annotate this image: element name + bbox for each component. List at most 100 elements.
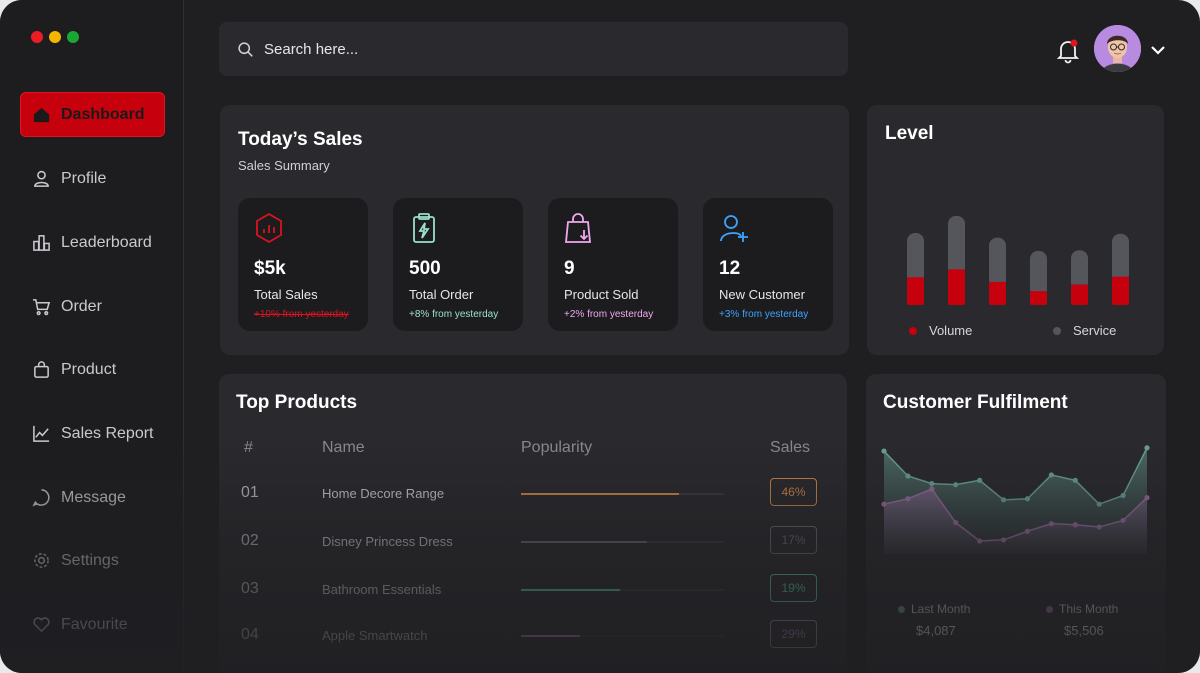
sidebar-item-profile[interactable]: Profile <box>20 156 165 201</box>
stat-label: Total Sales <box>254 287 318 302</box>
bar-chart-icon <box>33 235 50 251</box>
sales-badge: 29% <box>770 620 817 648</box>
chevron-down-icon[interactable] <box>1150 44 1166 56</box>
user-plus-icon <box>720 215 748 242</box>
point-last-month-3 <box>929 480 935 487</box>
level-title: Level <box>885 123 934 144</box>
point-this-month-1 <box>881 501 887 507</box>
bar-volume-3 <box>989 281 1006 305</box>
sidebar-item-sales-report[interactable]: Sales Report <box>20 411 165 456</box>
popularity-fill <box>521 589 621 591</box>
point-this-month-5 <box>977 538 983 544</box>
bar-service-5 <box>1071 250 1088 291</box>
table-row[interactable]: 04 Apple Smartwatch 29% <box>219 616 847 656</box>
row-index: 03 <box>241 580 259 597</box>
top-products-card: Top Products # Name Popularity Sales 01 … <box>219 374 847 673</box>
bar-volume-5 <box>1071 284 1088 305</box>
stat-value: 500 <box>409 258 441 279</box>
point-this-month-7 <box>1024 528 1031 534</box>
bar-service-4 <box>1030 250 1047 298</box>
popularity-fill <box>521 541 647 543</box>
sidebar-item-order[interactable]: Order <box>20 284 165 329</box>
sales-badge: 46% <box>770 478 817 506</box>
sales-badge: 19% <box>770 574 817 602</box>
home-icon <box>33 107 50 123</box>
legend-swatch-last-month <box>898 605 905 613</box>
sidebar-item-message[interactable]: Message <box>20 475 165 520</box>
close-control[interactable] <box>31 31 43 43</box>
sidebar-item-settings[interactable]: Settings <box>20 538 165 583</box>
sidebar-item-label: Sales Report <box>61 424 154 442</box>
row-name: Bathroom Essentials <box>322 582 442 597</box>
sidebar-item-label: Product <box>61 360 117 378</box>
clipboard-bolt-icon <box>413 213 435 243</box>
point-this-month-8 <box>1048 521 1054 527</box>
sidebar-item-dashboard[interactable]: Dashboard <box>20 92 165 137</box>
sidebar-item-label: Settings <box>61 551 119 569</box>
stat-card-new-customer[interactable]: 12 New Customer +3% from yesterday <box>703 198 833 331</box>
legend-label: Last Month <box>911 602 971 616</box>
point-last-month-6 <box>1000 497 1007 503</box>
point-last-month-7 <box>1024 496 1031 502</box>
point-this-month-9 <box>1072 522 1078 528</box>
table-row[interactable]: 02 Disney Princess Dress 17% <box>219 522 847 562</box>
sidebar-item-favourite[interactable]: Favourite <box>20 602 165 647</box>
bar-service-2 <box>948 215 965 276</box>
notification-dot <box>1070 39 1078 47</box>
sidebar: Dashboard Profile Leaderboard Order Prod… <box>0 0 184 673</box>
stat-change: +10% from yesterday <box>254 309 349 320</box>
sidebar-item-label: Message <box>61 488 126 506</box>
stat-label: New Customer <box>719 287 805 302</box>
stat-change: +8% from yesterday <box>409 309 499 320</box>
search-input[interactable] <box>264 40 824 58</box>
table-row[interactable]: 03 Bathroom Essentials 19% <box>219 570 847 610</box>
table-row[interactable]: 01 Home Decore Range 46% <box>219 474 847 514</box>
row-name: Disney Princess Dress <box>322 534 453 549</box>
sidebar-item-product[interactable]: Product <box>20 347 165 392</box>
column-header-popularity: Popularity <box>521 439 593 456</box>
bar-service-6 <box>1112 233 1129 283</box>
avatar[interactable] <box>1094 25 1141 72</box>
popularity-fill <box>521 635 580 637</box>
bar-volume-4 <box>1030 291 1047 305</box>
sales-badge: 17% <box>770 526 817 554</box>
popularity-fill <box>521 493 680 495</box>
point-this-month-10 <box>1096 524 1102 530</box>
row-index: 02 <box>241 532 259 549</box>
avatar-image <box>1094 25 1141 72</box>
legend-label: Volume <box>929 323 973 338</box>
cart-icon <box>32 299 51 316</box>
stat-card-total-order[interactable]: 500 Total Order +8% from yesterday <box>393 198 523 331</box>
point-last-month-11 <box>1120 492 1126 499</box>
bell-icon[interactable] <box>1056 38 1080 64</box>
point-last-month-4 <box>953 482 959 488</box>
sidebar-item-label: Dashboard <box>61 105 145 123</box>
hexagon-chart-icon <box>256 212 282 244</box>
search-bar[interactable] <box>219 22 848 76</box>
sidebar-item-leaderboard[interactable]: Leaderboard <box>20 220 165 265</box>
point-last-month-9 <box>1072 477 1078 483</box>
search-icon <box>238 41 253 57</box>
bag-icon <box>34 361 49 378</box>
row-index: 04 <box>241 626 259 643</box>
legend-service: Service <box>1053 323 1116 338</box>
sidebar-item-label: Favourite <box>61 615 128 633</box>
legend-swatch-volume <box>909 326 917 335</box>
legend-value-last-month: $4,087 <box>916 623 956 638</box>
stat-value: 9 <box>564 258 575 279</box>
stat-card-product-sold[interactable]: 9 Product Sold +2% from yesterday <box>548 198 678 331</box>
row-index: 01 <box>241 484 259 501</box>
chat-icon <box>32 489 50 507</box>
column-header-name: Name <box>322 439 365 456</box>
legend-label: This Month <box>1059 602 1119 616</box>
point-this-month-4 <box>953 519 959 526</box>
sidebar-item-label: Profile <box>61 169 107 187</box>
point-last-month-12 <box>1144 445 1150 451</box>
zoom-control[interactable] <box>67 31 79 43</box>
stat-change: +2% from yesterday <box>564 309 654 320</box>
minimize-control[interactable] <box>49 31 61 43</box>
stat-card-total-sales[interactable]: $5k Total Sales +10% from yesterday <box>238 198 368 331</box>
legend-this-month: This Month <box>1046 602 1118 616</box>
point-this-month-11 <box>1120 517 1126 524</box>
